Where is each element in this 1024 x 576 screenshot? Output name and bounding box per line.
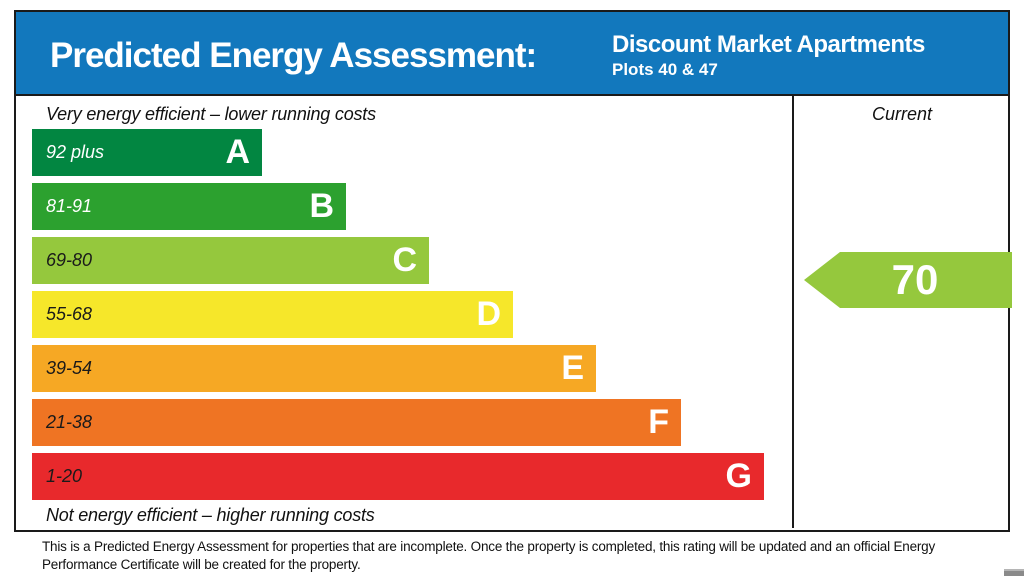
page-title: Predicted Energy Assessment: xyxy=(50,36,537,75)
band-f-letter: F xyxy=(648,403,669,441)
band-e: 39-54 E xyxy=(32,345,596,392)
band-e-range: 39-54 xyxy=(46,358,93,378)
band-a-range: 92 plus xyxy=(46,142,105,162)
very-efficient-label: Very energy efficient – lower running co… xyxy=(46,104,376,124)
epc-certificate: Predicted Energy Assessment: Discount Ma… xyxy=(14,10,1012,532)
band-a-letter: A xyxy=(225,133,250,171)
disclaimer-text: This is a Predicted Energy Assessment fo… xyxy=(42,539,936,572)
band-d-letter: D xyxy=(476,295,501,333)
not-efficient-label: Not energy efficient – higher running co… xyxy=(46,505,375,525)
corner-mark xyxy=(1004,569,1024,576)
band-f-range: 21-38 xyxy=(46,412,93,432)
current-rating-arrow: 70 xyxy=(804,252,1012,308)
epc-rating-chart: Very energy efficient – lower running co… xyxy=(14,96,1012,532)
property-info: Discount Market Apartments Plots 40 & 47 xyxy=(612,30,925,80)
band-f: 21-38 F xyxy=(32,399,681,446)
band-c-letter: C xyxy=(392,241,417,279)
rating-bands: 92 plus A 81-91 B 69-80 C 55-68 D 39-54 xyxy=(32,129,764,507)
band-b: 81-91 B xyxy=(32,183,346,230)
current-column-header: Current xyxy=(871,104,933,124)
band-d: 55-68 D xyxy=(32,291,513,338)
band-c: 69-80 C xyxy=(32,237,429,284)
band-b-letter: B xyxy=(309,187,334,225)
band-d-range: 55-68 xyxy=(46,304,93,324)
band-b-range: 81-91 xyxy=(46,196,93,216)
band-e-letter: E xyxy=(561,349,584,387)
property-plots: Plots 40 & 47 xyxy=(612,60,718,79)
title-banner: Predicted Energy Assessment: Discount Ma… xyxy=(14,10,1010,96)
band-g-range: 1-20 xyxy=(46,466,83,486)
property-name: Discount Market Apartments xyxy=(612,31,925,58)
current-rating-value: 70 xyxy=(891,256,939,303)
band-g-letter: G xyxy=(725,457,752,495)
band-g: 1-20 G xyxy=(32,453,764,500)
current-rating-column: Current 70 xyxy=(792,96,1012,528)
band-c-range: 69-80 xyxy=(46,250,93,270)
band-a: 92 plus A xyxy=(32,129,262,176)
